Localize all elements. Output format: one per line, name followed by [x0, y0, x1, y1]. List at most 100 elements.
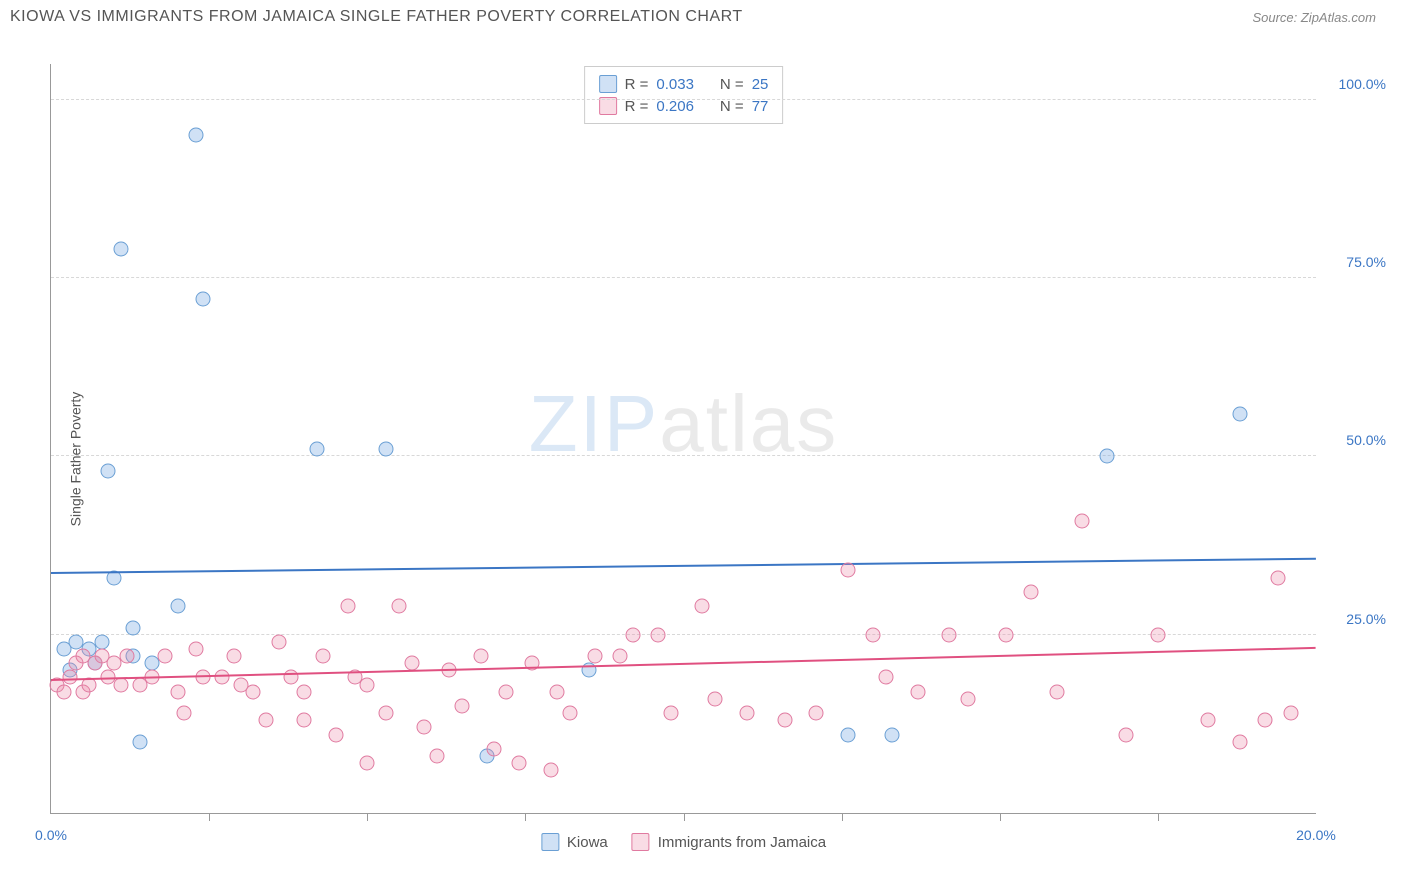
- data-point-jamaica: [1201, 713, 1216, 728]
- data-point-jamaica: [315, 649, 330, 664]
- data-point-jamaica: [1258, 713, 1273, 728]
- data-point-kiowa: [189, 128, 204, 143]
- data-point-jamaica: [328, 727, 343, 742]
- data-point-jamaica: [651, 627, 666, 642]
- data-point-jamaica: [739, 706, 754, 721]
- data-point-jamaica: [246, 684, 261, 699]
- data-point-jamaica: [391, 599, 406, 614]
- data-point-jamaica: [695, 599, 710, 614]
- data-point-jamaica: [170, 684, 185, 699]
- data-point-jamaica: [1119, 727, 1134, 742]
- data-point-jamaica: [961, 691, 976, 706]
- x-tick: [1158, 813, 1159, 821]
- data-point-jamaica: [1074, 513, 1089, 528]
- y-tick-label: 25.0%: [1326, 611, 1386, 627]
- data-point-kiowa: [840, 727, 855, 742]
- data-point-kiowa: [100, 463, 115, 478]
- trend-line-kiowa: [51, 558, 1316, 574]
- data-point-kiowa: [195, 292, 210, 307]
- data-point-kiowa: [309, 442, 324, 457]
- data-point-jamaica: [259, 713, 274, 728]
- y-tick-label: 50.0%: [1326, 432, 1386, 448]
- gridline: [51, 99, 1316, 100]
- data-point-jamaica: [341, 599, 356, 614]
- y-tick-label: 75.0%: [1326, 254, 1386, 270]
- swatch-jamaica: [599, 97, 617, 115]
- data-point-jamaica: [562, 706, 577, 721]
- data-point-jamaica: [866, 627, 881, 642]
- data-point-jamaica: [1150, 627, 1165, 642]
- data-point-jamaica: [708, 691, 723, 706]
- gridline: [51, 277, 1316, 278]
- plot-wrap: Single Father Poverty ZIPatlas R = 0.033…: [0, 34, 1406, 884]
- data-point-jamaica: [878, 670, 893, 685]
- chart-title: KIOWA VS IMMIGRANTS FROM JAMAICA SINGLE …: [10, 8, 743, 26]
- x-tick: [1000, 813, 1001, 821]
- gridline: [51, 455, 1316, 456]
- data-point-kiowa: [113, 242, 128, 257]
- data-point-jamaica: [550, 684, 565, 699]
- x-tick: [367, 813, 368, 821]
- x-tick: [525, 813, 526, 821]
- data-point-jamaica: [157, 649, 172, 664]
- data-point-jamaica: [379, 706, 394, 721]
- data-point-jamaica: [119, 649, 134, 664]
- x-tick-label: 20.0%: [1296, 827, 1336, 843]
- data-point-jamaica: [613, 649, 628, 664]
- data-point-jamaica: [1024, 584, 1039, 599]
- data-point-kiowa: [126, 620, 141, 635]
- data-point-kiowa: [94, 634, 109, 649]
- data-point-jamaica: [587, 649, 602, 664]
- title-bar: KIOWA VS IMMIGRANTS FROM JAMAICA SINGLE …: [0, 0, 1406, 34]
- data-point-jamaica: [404, 656, 419, 671]
- data-point-jamaica: [360, 677, 375, 692]
- data-point-jamaica: [543, 763, 558, 778]
- data-point-jamaica: [1233, 734, 1248, 749]
- swatch-kiowa: [599, 75, 617, 93]
- data-point-kiowa: [1100, 449, 1115, 464]
- legend-item-jamaica: Immigrants from Jamaica: [632, 833, 826, 851]
- data-point-jamaica: [195, 670, 210, 685]
- data-point-jamaica: [499, 684, 514, 699]
- x-tick: [209, 813, 210, 821]
- data-point-kiowa: [1233, 406, 1248, 421]
- source-attribution: Source: ZipAtlas.com: [1252, 10, 1376, 25]
- data-point-jamaica: [297, 684, 312, 699]
- data-point-jamaica: [271, 634, 286, 649]
- data-point-jamaica: [429, 748, 444, 763]
- data-point-jamaica: [189, 641, 204, 656]
- data-point-jamaica: [176, 706, 191, 721]
- data-point-jamaica: [777, 713, 792, 728]
- data-point-jamaica: [840, 563, 855, 578]
- data-point-jamaica: [474, 649, 489, 664]
- legend-item-kiowa: Kiowa: [541, 833, 608, 851]
- swatch-kiowa-bottom: [541, 833, 559, 851]
- data-point-jamaica: [297, 713, 312, 728]
- data-point-jamaica: [486, 741, 501, 756]
- series-legend: Kiowa Immigrants from Jamaica: [541, 833, 826, 851]
- data-point-jamaica: [942, 627, 957, 642]
- x-tick: [684, 813, 685, 821]
- correlation-legend: R = 0.033 N = 25 R = 0.206 N = 77: [584, 66, 784, 124]
- y-tick-label: 100.0%: [1326, 76, 1386, 92]
- data-point-jamaica: [455, 699, 470, 714]
- data-point-jamaica: [625, 627, 640, 642]
- legend-row-kiowa: R = 0.033 N = 25: [599, 73, 769, 95]
- data-point-jamaica: [417, 720, 432, 735]
- gridline: [51, 634, 1316, 635]
- data-point-jamaica: [910, 684, 925, 699]
- x-tick-label: 0.0%: [35, 827, 67, 843]
- data-point-jamaica: [1283, 706, 1298, 721]
- data-point-jamaica: [1271, 570, 1286, 585]
- plot-area: ZIPatlas R = 0.033 N = 25 R = 0.206 N = …: [50, 64, 1316, 814]
- x-tick: [842, 813, 843, 821]
- data-point-kiowa: [132, 734, 147, 749]
- data-point-jamaica: [56, 684, 71, 699]
- data-point-jamaica: [227, 649, 242, 664]
- data-point-kiowa: [170, 599, 185, 614]
- data-point-jamaica: [214, 670, 229, 685]
- data-point-jamaica: [360, 756, 375, 771]
- data-point-jamaica: [663, 706, 678, 721]
- data-point-kiowa: [379, 442, 394, 457]
- data-point-kiowa: [885, 727, 900, 742]
